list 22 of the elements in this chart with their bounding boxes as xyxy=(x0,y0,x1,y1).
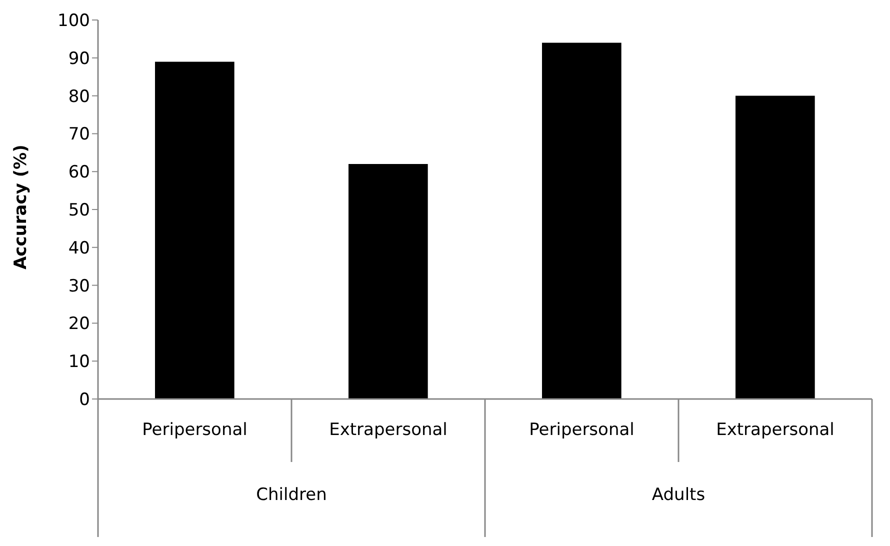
x-tick-label: Extrapersonal xyxy=(329,420,448,440)
bar xyxy=(542,42,622,399)
y-tick-label: 100 xyxy=(58,11,90,32)
x-tick-label: Peripersonal xyxy=(142,420,248,440)
bar xyxy=(736,96,815,399)
y-tick-label: 10 xyxy=(68,352,90,372)
y-tick-label: 80 xyxy=(68,86,90,107)
y-tick-label: 50 xyxy=(68,200,90,221)
y-tick-label: 70 xyxy=(68,124,90,145)
y-tick-label: 0 xyxy=(79,390,90,410)
text: Adults xyxy=(652,485,706,505)
bar xyxy=(348,164,428,399)
x-tick-label: Extrapersonal xyxy=(716,420,834,440)
y-tick-label: 30 xyxy=(68,276,90,296)
y-axis-title: Accuracy (%) xyxy=(11,144,32,270)
y-tick-label: 20 xyxy=(68,314,90,334)
bar xyxy=(155,62,234,399)
y-tick-label: 60 xyxy=(68,162,90,183)
x-tick-label: Peripersonal xyxy=(529,420,634,440)
y-tick-label: 40 xyxy=(68,238,90,258)
text: Children xyxy=(256,485,327,505)
y-tick-label: 90 xyxy=(68,48,90,69)
